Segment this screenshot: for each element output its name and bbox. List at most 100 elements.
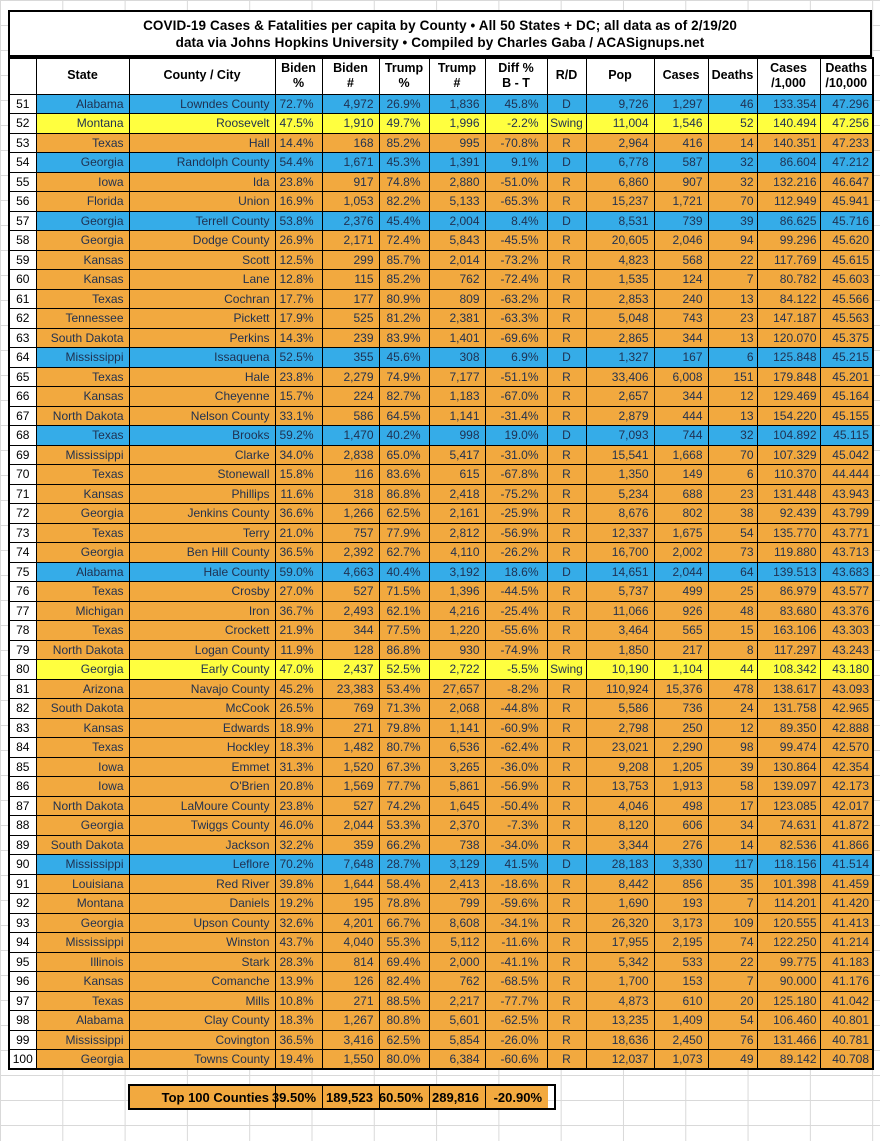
cell-cases[interactable]: 926 <box>653 600 709 621</box>
cell-rd[interactable]: D <box>546 561 587 582</box>
cell-trump-num[interactable]: 2,161 <box>428 503 486 524</box>
cell-biden-num[interactable]: 4,972 <box>321 93 380 114</box>
cell-rd[interactable]: R <box>546 191 587 212</box>
cell-trump-num[interactable]: 4,216 <box>428 600 486 621</box>
cell-trump-num[interactable]: 762 <box>428 269 486 290</box>
cell-state[interactable]: Montana <box>35 113 130 134</box>
cell-state[interactable]: Mississippi <box>35 854 130 875</box>
cell-diff-pct[interactable]: -51.1% <box>484 366 548 387</box>
cell-cases-per-1000[interactable]: 132.216 <box>756 171 821 192</box>
cell-deaths-per-10000[interactable]: 45.155 <box>819 405 874 426</box>
cell-deaths-per-10000[interactable]: 45.563 <box>819 308 874 329</box>
cell-state[interactable]: Georgia <box>35 503 130 524</box>
cell-rank[interactable]: 76 <box>8 581 37 602</box>
cell-cases[interactable]: 802 <box>653 503 709 524</box>
cell-cases-per-1000[interactable]: 117.297 <box>756 639 821 660</box>
cell-trump-num[interactable]: 799 <box>428 893 486 914</box>
cell-rd[interactable]: R <box>546 620 587 641</box>
cell-pop[interactable]: 13,753 <box>585 776 655 797</box>
cell-trump-num[interactable]: 5,417 <box>428 444 486 465</box>
cell-cases-per-1000[interactable]: 120.555 <box>756 912 821 933</box>
cell-deaths[interactable]: 44 <box>707 659 758 680</box>
cell-trump-pct[interactable]: 62.1% <box>378 600 430 621</box>
cell-pop[interactable]: 1,350 <box>585 464 655 485</box>
cell-deaths-per-10000[interactable]: 45.201 <box>819 366 874 387</box>
cell-cases-per-1000[interactable]: 86.604 <box>756 152 821 173</box>
cell-trump-pct[interactable]: 74.2% <box>378 795 430 816</box>
cell-trump-num[interactable]: 995 <box>428 132 486 153</box>
cell-cases-per-1000[interactable]: 86.979 <box>756 581 821 602</box>
cell-trump-pct[interactable]: 40.4% <box>378 561 430 582</box>
cell-biden-num[interactable]: 525 <box>321 308 380 329</box>
cell-biden-pct[interactable]: 54.4% <box>274 152 323 173</box>
cell-pop[interactable]: 5,342 <box>585 951 655 972</box>
cell-cases-per-1000[interactable]: 125.848 <box>756 347 821 368</box>
cell-trump-pct[interactable]: 55.3% <box>378 932 430 953</box>
cell-cases-per-1000[interactable]: 140.351 <box>756 132 821 153</box>
cell-cases[interactable]: 610 <box>653 990 709 1011</box>
cell-cases-per-1000[interactable]: 74.631 <box>756 815 821 836</box>
cell-pop[interactable]: 12,037 <box>585 1049 655 1070</box>
cell-deaths-per-10000[interactable]: 41.459 <box>819 873 874 894</box>
cell-trump-num[interactable]: 7,177 <box>428 366 486 387</box>
cell-county[interactable]: Clay County <box>128 1010 276 1031</box>
cell-deaths-per-10000[interactable]: 45.566 <box>819 288 874 309</box>
cell-biden-pct[interactable]: 10.8% <box>274 990 323 1011</box>
cell-deaths[interactable]: 20 <box>707 990 758 1011</box>
cell-rd[interactable]: R <box>546 503 587 524</box>
cell-diff-pct[interactable]: -26.0% <box>484 1029 548 1050</box>
cell-diff-pct[interactable]: -73.2% <box>484 249 548 270</box>
cell-biden-pct[interactable]: 18.3% <box>274 1010 323 1031</box>
cell-biden-pct[interactable]: 21.0% <box>274 522 323 543</box>
cell-rank[interactable]: 62 <box>8 308 37 329</box>
cell-deaths-per-10000[interactable]: 43.577 <box>819 581 874 602</box>
cell-rank[interactable]: 77 <box>8 600 37 621</box>
cell-trump-pct[interactable]: 62.7% <box>378 542 430 563</box>
cell-biden-num[interactable]: 769 <box>321 698 380 719</box>
cell-state[interactable]: North Dakota <box>35 795 130 816</box>
cell-pop[interactable]: 2,657 <box>585 386 655 407</box>
cell-trump-num[interactable]: 1,141 <box>428 405 486 426</box>
cell-biden-pct[interactable]: 39.8% <box>274 873 323 894</box>
cell-diff-pct[interactable]: -41.1% <box>484 951 548 972</box>
cell-diff-pct[interactable]: -25.4% <box>484 600 548 621</box>
cell-county[interactable]: Emmet <box>128 756 276 777</box>
cell-biden-pct[interactable]: 16.9% <box>274 191 323 212</box>
cell-cases[interactable]: 3,173 <box>653 912 709 933</box>
cell-diff-pct[interactable]: -51.0% <box>484 171 548 192</box>
cell-deaths[interactable]: 151 <box>707 366 758 387</box>
cell-deaths-per-10000[interactable]: 41.866 <box>819 834 874 855</box>
cell-cases[interactable]: 2,002 <box>653 542 709 563</box>
cell-biden-pct[interactable]: 19.2% <box>274 893 323 914</box>
cell-pop[interactable]: 2,865 <box>585 327 655 348</box>
cell-pop[interactable]: 12,337 <box>585 522 655 543</box>
cell-pop[interactable]: 18,636 <box>585 1029 655 1050</box>
cell-rd[interactable]: R <box>546 951 587 972</box>
cell-rank[interactable]: 68 <box>8 425 37 446</box>
cell-biden-num[interactable]: 2,838 <box>321 444 380 465</box>
header-biden-pct[interactable]: Biden % <box>274 57 323 95</box>
cell-diff-pct[interactable]: 6.9% <box>484 347 548 368</box>
cell-trump-num[interactable]: 2,217 <box>428 990 486 1011</box>
cell-state[interactable]: Kansas <box>35 717 130 738</box>
cell-trump-pct[interactable]: 71.5% <box>378 581 430 602</box>
cell-rank[interactable]: 79 <box>8 639 37 660</box>
cell-deaths[interactable]: 6 <box>707 464 758 485</box>
cell-rd[interactable]: R <box>546 171 587 192</box>
cell-trump-pct[interactable]: 66.7% <box>378 912 430 933</box>
cell-trump-pct[interactable]: 81.2% <box>378 308 430 329</box>
cell-deaths[interactable]: 49 <box>707 1049 758 1070</box>
cell-state[interactable]: Tennessee <box>35 308 130 329</box>
cell-diff-pct[interactable]: 8.4% <box>484 210 548 231</box>
cell-cases[interactable]: 1,668 <box>653 444 709 465</box>
cell-deaths[interactable]: 17 <box>707 795 758 816</box>
cell-diff-pct[interactable]: -56.9% <box>484 522 548 543</box>
cell-county[interactable]: Ida <box>128 171 276 192</box>
cell-trump-num[interactable]: 2,418 <box>428 483 486 504</box>
cell-cases-per-1000[interactable]: 154.220 <box>756 405 821 426</box>
cell-rank[interactable]: 53 <box>8 132 37 153</box>
cell-biden-pct[interactable]: 59.0% <box>274 561 323 582</box>
cell-state[interactable]: Alabama <box>35 561 130 582</box>
header-biden-num[interactable]: Biden # <box>321 57 380 95</box>
cell-biden-pct[interactable]: 36.5% <box>274 542 323 563</box>
